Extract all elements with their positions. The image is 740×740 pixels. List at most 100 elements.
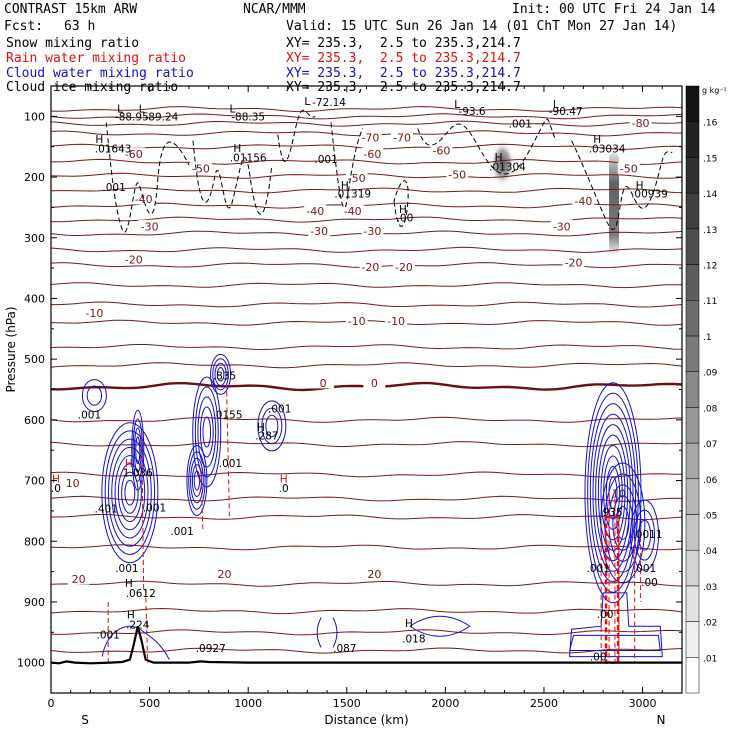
fcst-value: 63 h (64, 19, 96, 34)
cloud-water-contour (569, 592, 663, 658)
temperature-label-bg (392, 260, 415, 273)
chart-annotation: -93.6 (458, 106, 485, 118)
colorbar-label: .09 (703, 369, 718, 379)
y-tick-label: 600 (24, 414, 45, 427)
colorbar-label: .03 (703, 583, 717, 593)
temperature-label-bg (359, 260, 382, 273)
cloud-water-contour (111, 446, 149, 539)
cloud-water-contour (568, 634, 661, 652)
temperature-contour (51, 629, 682, 636)
cloud-water-contour (117, 463, 142, 523)
y-tick-label: 100 (24, 110, 45, 123)
temperature-contour (51, 495, 682, 502)
chart-annotation: H (341, 180, 349, 192)
chart-annotation: .287 (255, 431, 278, 443)
cloud-water-contour (193, 470, 201, 491)
chart-annotation: L (553, 99, 559, 111)
cloud-ice-shading-column (609, 152, 620, 256)
temperature-contour (51, 158, 682, 165)
colorbar-swatch (685, 228, 700, 265)
colorbar-label: .06 (703, 476, 718, 486)
snow-mixing-contour (277, 109, 316, 162)
chart-annotation: -90.47 (549, 106, 583, 118)
cloud-water-contour (131, 409, 145, 491)
chart-annotation: .087 (333, 643, 356, 655)
chart-annotation: .01643 (95, 144, 132, 156)
temperature-label-bg (572, 194, 595, 207)
chart-annotation: H (127, 610, 135, 622)
temperature-contour (51, 441, 682, 448)
cloud-water-contour (592, 413, 634, 572)
snow-mixing-contour (571, 140, 673, 230)
terrain-surface-line (51, 625, 682, 665)
temperature-label-bg (385, 314, 408, 327)
cloud-water-contour (216, 367, 225, 382)
colorbar-label: .15 (703, 154, 717, 164)
chart-annotation: .0155 (212, 409, 242, 421)
x-tick-label: 1000 (234, 697, 262, 710)
chart-annotation: .01156 (230, 153, 267, 165)
temperature-label-bg (61, 476, 84, 489)
colorbar-label: .1 (703, 333, 712, 343)
valid-label: Valid: 15 UTC Sun 26 Jan 14 (01 ChT Mon … (286, 19, 678, 34)
temperature-contour-label: 20 (72, 573, 86, 586)
field-name-snow: Snow mixing ratio (6, 36, 140, 51)
cloud-water-contour (214, 362, 227, 386)
temperature-contour (51, 416, 682, 423)
colorbar-label: .05 (703, 511, 717, 521)
temperature-label-bg (138, 219, 161, 232)
cloud-ice-shading-blob (490, 141, 515, 186)
cloud-water-contour (587, 392, 639, 593)
center-label: NCAR/MMM (243, 2, 306, 17)
temperature-contour (51, 607, 682, 615)
snow-mixing-contour (105, 122, 190, 233)
y-axis-title: Pressure (hPa) (4, 306, 18, 392)
y-tick-label: 500 (24, 353, 45, 366)
colorbar-swatch (685, 299, 700, 337)
chart-annotation: H (95, 134, 103, 146)
chart-annotation: -88.35 (231, 111, 265, 123)
temperature-label-bg (562, 256, 585, 269)
chart-annotation: H (280, 474, 288, 486)
temperature-contour (51, 344, 682, 351)
colorbar-label: .14 (703, 190, 718, 200)
cloud-water-contour (608, 484, 638, 562)
temperature-contour (51, 301, 682, 308)
temperature-label-bg (430, 143, 453, 156)
cloud-water-contour (212, 358, 229, 391)
x-tick-label: 500 (139, 697, 160, 710)
chart-annotation: L (117, 103, 123, 115)
temperature-contour-label: -70 (393, 132, 411, 145)
temperature-contour-label: 20 (367, 568, 381, 581)
temperature-contour (51, 362, 682, 369)
colorbar-label: .07 (703, 440, 717, 450)
chart-annotation: H (636, 180, 644, 192)
colorbar-swatch (685, 157, 700, 194)
chart-annotation: .001 (509, 119, 532, 131)
y-tick-label: 1000 (17, 657, 45, 670)
chart-annotation: -72.14 (312, 97, 346, 109)
temperature-contour-label: -40 (306, 205, 324, 218)
chart-annotation: .01319 (334, 188, 371, 200)
rain-water-contour (225, 383, 230, 517)
temperature-contour-label: -10 (348, 315, 366, 328)
chart-annotation: .001 (314, 154, 337, 166)
temperature-contour-label: 20 (218, 568, 232, 581)
x-end-label-south: S (81, 713, 89, 727)
temperature-contour-label: -20 (565, 257, 583, 270)
chart-annotation: H (125, 458, 133, 470)
temperature-label-bg (361, 147, 384, 160)
colorbar-swatch (685, 514, 700, 551)
chart-annotation: -88.95 (115, 111, 149, 123)
colorbar-label: .16 (703, 119, 718, 129)
temperature-contour (51, 647, 682, 654)
chart-annotation: .001 (102, 182, 125, 194)
temperature-label-bg (363, 567, 386, 580)
cloud-water-contour (600, 445, 626, 541)
colorbar-label: .12 (703, 262, 717, 272)
cloud-water-contour (194, 386, 219, 478)
temperature-contour (51, 216, 682, 223)
temperature-label-bg (312, 376, 335, 389)
colorbar-swatch (685, 264, 700, 301)
